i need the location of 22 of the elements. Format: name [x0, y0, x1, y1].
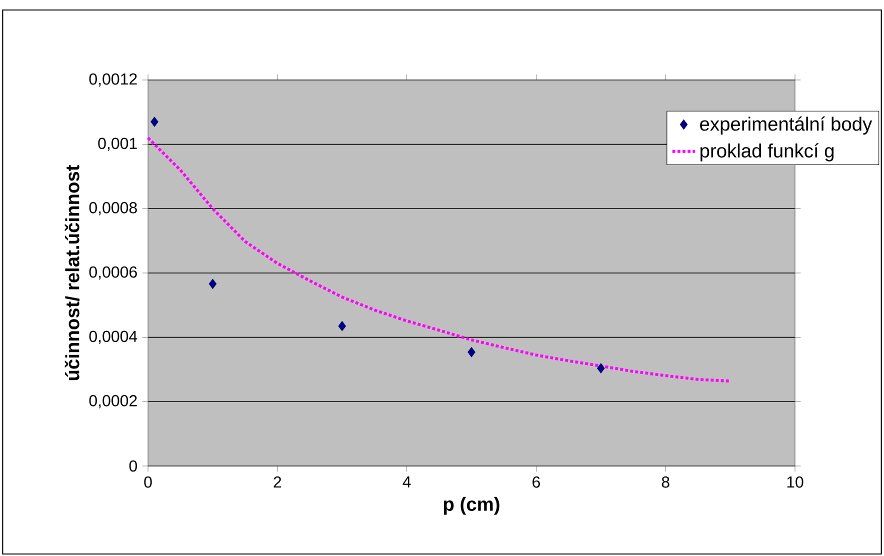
point	[338, 320, 346, 332]
x-tick-label: 8	[662, 476, 670, 488]
y-tick-label: 0,0004	[89, 330, 138, 344]
point	[150, 116, 158, 127]
x-tick-label: 2	[274, 476, 282, 488]
x-tick-label: 10	[787, 476, 804, 488]
x-tick-label: 0	[144, 476, 152, 488]
x-tick-label: 6	[532, 476, 540, 488]
y-tick-label: 0,0012	[89, 73, 137, 87]
point	[208, 278, 217, 289]
legend-label: experimentální body	[700, 116, 872, 135]
y-tick-label: 0,0006	[89, 266, 137, 280]
legend-label: proklad funkcí g	[700, 143, 834, 162]
x-axis-title: p (cm)	[444, 496, 500, 515]
y-tick-label: 0	[129, 460, 137, 472]
x-tick-label: 4	[402, 476, 411, 488]
point	[468, 347, 476, 358]
point	[597, 363, 605, 374]
y-tick-label: 0,0002	[89, 395, 137, 408]
y-tick-label: 0,0008	[89, 202, 137, 216]
y-tick-label: 0,001	[98, 138, 137, 151]
y-axis-title: účinnost/ relat.účinnost	[64, 164, 80, 380]
